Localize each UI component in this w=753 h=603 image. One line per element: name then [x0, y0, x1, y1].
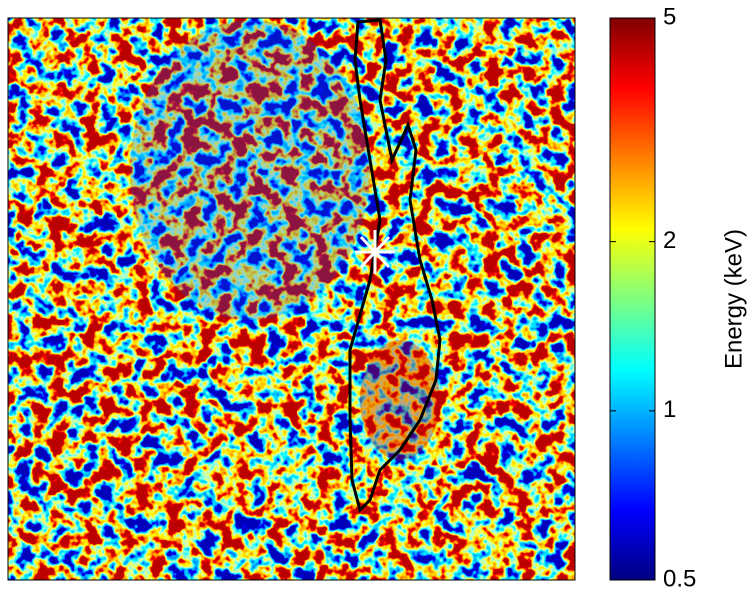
colorbar-tick-label: 1 — [663, 396, 676, 423]
colorbar-tick-label: 2 — [663, 227, 676, 254]
colorbar-tick-label: 5 — [663, 3, 676, 30]
contour — [348, 18, 442, 513]
colorbar-tick-label: 0.5 — [663, 565, 696, 592]
star-marker — [355, 230, 395, 274]
energy-map — [8, 18, 575, 580]
image-frame — [7, 17, 576, 581]
colorbar-label: Energy (keV) — [720, 229, 747, 369]
colorbar — [609, 17, 656, 581]
